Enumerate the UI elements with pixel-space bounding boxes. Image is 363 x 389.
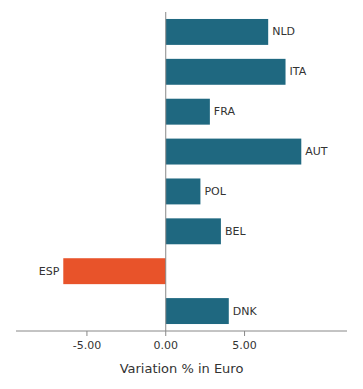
chart-container: DNK ESP BEL POL AUT FRA ITA NLD -5.00 0.00 5.00 Var… xyxy=(0,0,363,389)
x-tick xyxy=(86,331,87,336)
category-label: POL xyxy=(204,185,226,198)
chart-svg: DNK ESP BEL POL AUT FRA ITA NLD -5.00 0.00 5.00 Var… xyxy=(0,0,363,389)
category-label: FRA xyxy=(214,105,236,118)
category-label: AUT xyxy=(305,145,328,158)
x-tick xyxy=(244,331,245,336)
category-label: BEL xyxy=(225,225,246,238)
x-tick xyxy=(165,331,166,336)
bar xyxy=(166,178,201,204)
bar xyxy=(166,218,221,244)
category-label: ITA xyxy=(290,65,307,78)
x-tick-label: 5.00 xyxy=(232,339,257,352)
bar xyxy=(63,258,165,284)
x-tick-label: 0.00 xyxy=(153,339,178,352)
x-axis-label: Variation % in Euro xyxy=(120,361,244,376)
category-label: NLD xyxy=(272,25,295,38)
category-label: DNK xyxy=(233,305,258,318)
zero-line xyxy=(165,12,166,331)
bar xyxy=(166,298,229,324)
bar xyxy=(166,99,210,125)
bar xyxy=(166,139,302,165)
x-tick-label: -5.00 xyxy=(73,339,101,352)
bar xyxy=(166,59,286,85)
bar xyxy=(166,19,268,45)
x-axis-line xyxy=(16,331,347,332)
bars xyxy=(63,19,301,324)
category-label: ESP xyxy=(39,265,60,278)
